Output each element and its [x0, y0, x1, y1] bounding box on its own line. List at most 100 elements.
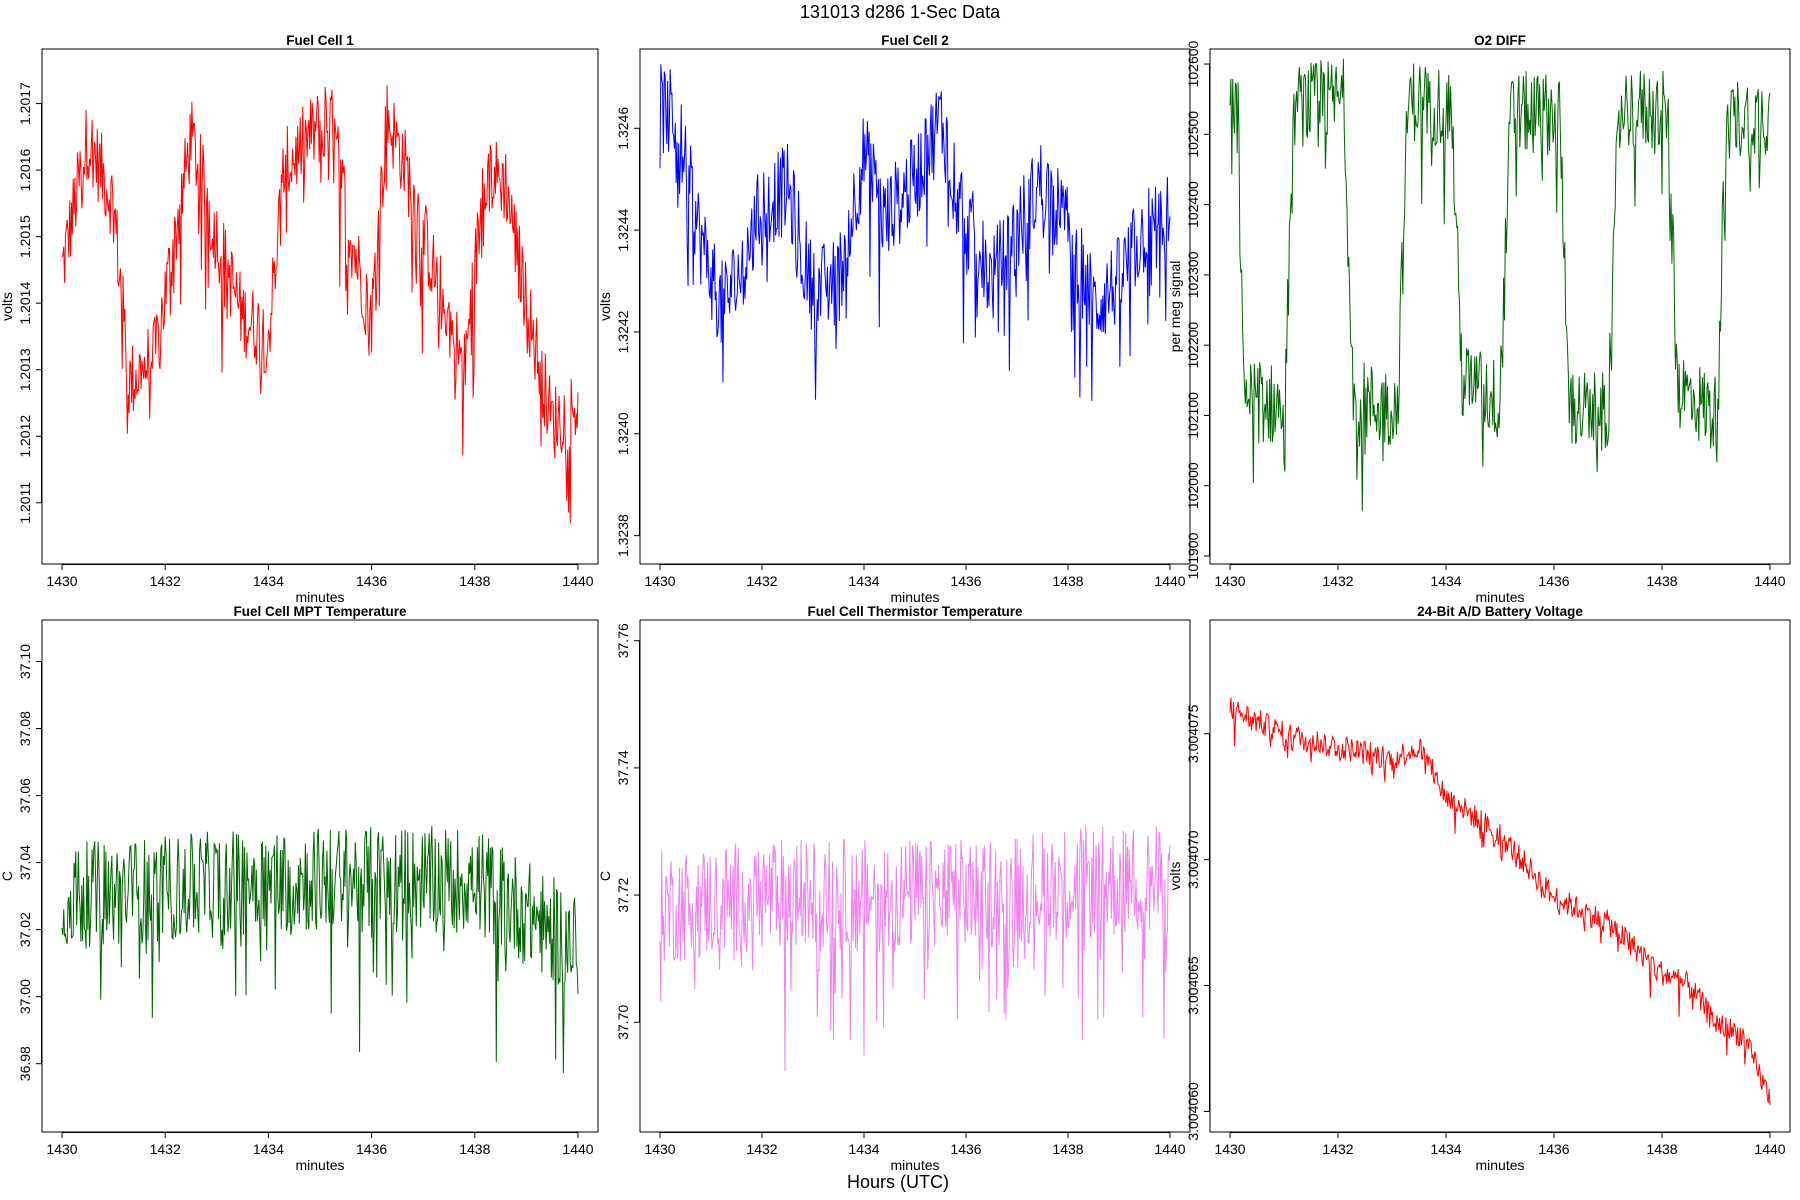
x-tick-label: 1438	[1646, 573, 1677, 589]
x-tick-label: 1440	[1154, 573, 1185, 589]
x-axis-label: minutes	[1475, 1157, 1524, 1173]
y-tick-label: 1.2011	[17, 482, 33, 524]
x-tick-label: 1438	[1052, 573, 1083, 589]
x-tick-label: 1434	[848, 1141, 879, 1157]
y-axis-label: C	[597, 871, 613, 881]
panel-6: 24-Bit A/D Battery Voltage 1430 1432 1434 14…	[1167, 604, 1791, 1173]
global-x-axis-label: Hours (UTC)	[847, 1172, 949, 1192]
x-tick-label: 1432	[1322, 573, 1353, 589]
y-tick-label: 101900	[1185, 532, 1201, 579]
x-tick-label: 1432	[746, 1141, 777, 1157]
y-axis-label: volts	[597, 292, 613, 321]
y-tick-label: 1.2015	[17, 215, 33, 258]
plot-frame	[1209, 619, 1791, 1133]
x-tick-label: 1438	[1052, 1141, 1083, 1157]
panel-2: Fuel Cell 2 1430 1432 1434 1436 1438 1440 1.323…	[597, 33, 1191, 605]
series-line	[1229, 697, 1771, 1106]
series-line	[61, 85, 579, 524]
x-tick-label: 1434	[1430, 573, 1461, 589]
y-tick-label: 3.004065	[1185, 956, 1201, 1015]
y-tick-label: 3.004060	[1185, 1082, 1201, 1141]
y-tick-label: 102500	[1185, 111, 1201, 158]
y-tick-label: 102000	[1185, 462, 1201, 509]
y-tick-label: 1.3238	[615, 514, 631, 557]
panel-title: 24-Bit A/D Battery Voltage	[1417, 604, 1583, 619]
series-line	[659, 64, 1171, 401]
y-tick-label: 37.02	[17, 912, 33, 947]
x-axis-label: minutes	[890, 589, 939, 605]
x-tick-label: 1430	[644, 1141, 675, 1157]
y-tick-label: 102200	[1185, 322, 1201, 369]
panel-1: Fuel Cell 1 1430 1432 1434 1436 1438 1440 1.201…	[0, 33, 599, 605]
x-tick-label: 1438	[459, 1141, 490, 1157]
x-tick-label: 1430	[46, 1141, 77, 1157]
x-tick-label: 1434	[253, 573, 284, 589]
y-tick-label: 37.72	[615, 877, 631, 912]
x-tick-label: 1430	[1214, 573, 1245, 589]
y-tick-label: 37.70	[615, 1005, 631, 1040]
y-tick-label: 102400	[1185, 181, 1201, 228]
y-tick-label: 1.3244	[615, 209, 631, 252]
panel-3: O2 DIFF 1430 1432 1434 1436 1438 1440 101900 102…	[1167, 33, 1791, 605]
y-tick-label: 102100	[1185, 392, 1201, 439]
y-tick-label: 3.004075	[1185, 704, 1201, 763]
x-tick-label: 1430	[46, 573, 77, 589]
x-tick-label: 1430	[644, 573, 675, 589]
figure-title: 131013 d286 1-Sec Data	[800, 2, 1001, 22]
x-tick-label: 1438	[459, 573, 490, 589]
y-tick-label: 36.98	[17, 1046, 33, 1081]
x-tick-label: 1432	[150, 573, 181, 589]
x-axis-label: minutes	[295, 1157, 344, 1173]
x-tick-label: 1440	[1754, 573, 1785, 589]
plot-frame	[1209, 48, 1791, 565]
x-tick-label: 1440	[1154, 1141, 1185, 1157]
y-tick-label: 1.3240	[615, 412, 631, 455]
y-tick-label: 37.74	[615, 750, 631, 785]
panel-title: Fuel Cell 2	[881, 33, 949, 48]
x-tick-label: 1440	[1754, 1141, 1785, 1157]
y-tick-label: 3.004070	[1185, 830, 1201, 889]
y-tick-label: 1.2012	[17, 415, 33, 458]
x-tick-label: 1436	[1538, 1141, 1569, 1157]
x-tick-label: 1436	[356, 573, 387, 589]
panel-title: Fuel Cell Thermistor Temperature	[807, 604, 1023, 619]
x-tick-label: 1430	[1214, 1141, 1245, 1157]
panels: Fuel Cell 1 1430 1432 1434 1436 1438 1440 1.201…	[0, 33, 1791, 1173]
series-line	[659, 825, 1171, 1072]
y-tick-label: 1.2014	[17, 282, 33, 325]
x-tick-label: 1440	[562, 573, 593, 589]
y-tick-label: 1.2016	[17, 148, 33, 191]
y-axis-label: volts	[0, 292, 15, 321]
y-tick-label: 37.06	[17, 778, 33, 813]
y-axis-label: C	[0, 871, 15, 881]
y-tick-label: 37.76	[615, 623, 631, 658]
y-axis-label: volts	[1167, 862, 1183, 891]
x-tick-label: 1432	[150, 1141, 181, 1157]
x-tick-label: 1434	[848, 573, 879, 589]
x-tick-label: 1432	[1322, 1141, 1353, 1157]
y-tick-label: 102600	[1185, 40, 1201, 87]
panel-title: Fuel Cell 1	[286, 33, 354, 48]
y-axis-label: per meg signal	[1167, 261, 1183, 353]
y-tick-label: 37.00	[17, 979, 33, 1014]
y-tick-label: 1.2013	[17, 348, 33, 391]
x-axis-label: minutes	[890, 1157, 939, 1173]
y-tick-label: 37.10	[17, 644, 33, 679]
x-tick-label: 1436	[1538, 573, 1569, 589]
y-tick-label: 1.2017	[17, 82, 33, 125]
y-tick-label: 1.3242	[615, 310, 631, 353]
x-tick-label: 1432	[746, 573, 777, 589]
x-tick-label: 1434	[253, 1141, 284, 1157]
panel-title: Fuel Cell MPT Temperature	[233, 604, 407, 619]
x-tick-label: 1440	[562, 1141, 593, 1157]
x-tick-label: 1436	[950, 573, 981, 589]
y-tick-label: 1.3246	[615, 107, 631, 150]
panel-4: Fuel Cell MPT Temperature 1430 1432 1434 143…	[0, 604, 599, 1173]
panel-title: O2 DIFF	[1474, 33, 1526, 48]
x-axis-label: minutes	[295, 589, 344, 605]
x-axis-label: minutes	[1475, 589, 1524, 605]
panel-5: Fuel Cell Thermistor Temperature 1430 1432…	[597, 604, 1191, 1173]
x-tick-label: 1436	[950, 1141, 981, 1157]
x-tick-label: 1438	[1646, 1141, 1677, 1157]
